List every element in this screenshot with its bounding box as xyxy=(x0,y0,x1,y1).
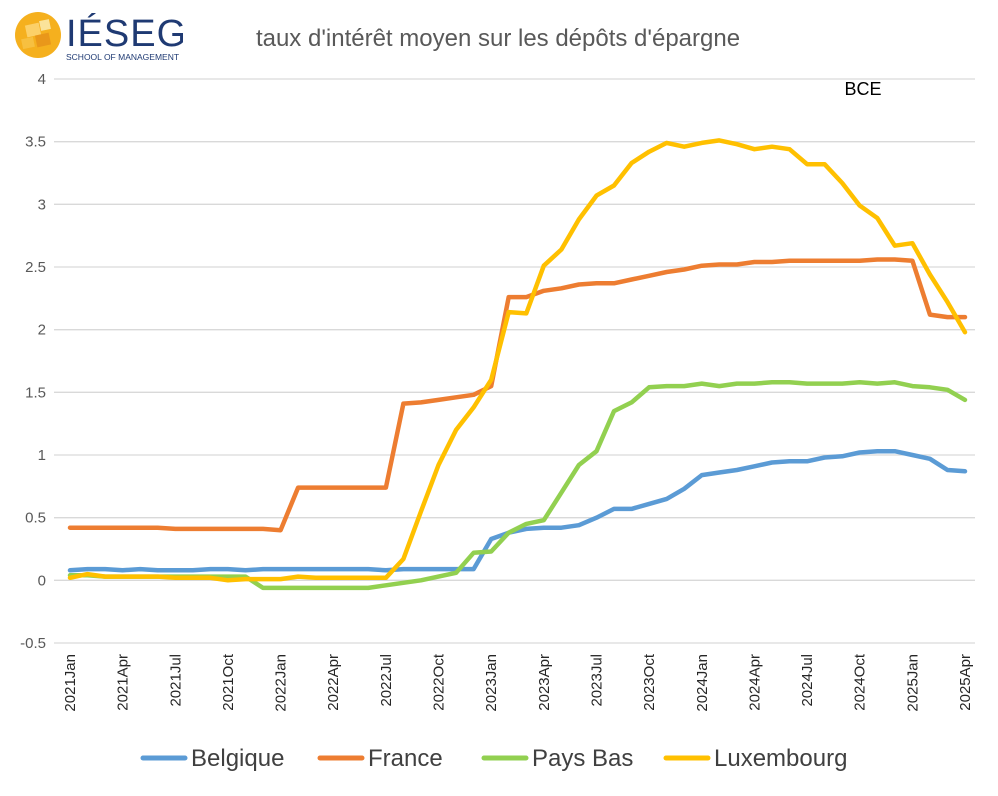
y-tick-label: -0.5 xyxy=(20,635,46,652)
y-tick-label: 3.5 xyxy=(25,134,46,151)
x-tick-label: 2022Apr xyxy=(325,654,342,711)
chart-title: taux d'intérêt moyen sur les dépôts d'ép… xyxy=(256,25,740,52)
x-tick-label: 2024Jul xyxy=(799,654,816,707)
x-tick-label: 2025Jan xyxy=(904,654,921,712)
legend-label-france: France xyxy=(368,745,443,772)
y-tick-label: 2 xyxy=(38,322,46,339)
series-line-france xyxy=(67,257,968,533)
x-tick-label: 2023Oct xyxy=(641,653,658,711)
x-tick-label: 2024Apr xyxy=(746,654,763,711)
logo-subtitle: SCHOOL OF MANAGEMENT xyxy=(66,52,179,62)
x-tick-label: 2024Jan xyxy=(694,654,711,712)
legend-label-belgique: Belgique xyxy=(191,745,284,772)
y-tick-label: 2.5 xyxy=(25,259,46,276)
y-tick-label: 1 xyxy=(38,447,46,464)
x-tick-label: 2023Jan xyxy=(483,654,500,712)
series-line-pays-bas xyxy=(67,380,968,591)
x-tick-label: 2022Jul xyxy=(378,654,395,707)
logo-sun-icon xyxy=(15,12,61,58)
x-tick-label: 2022Oct xyxy=(431,653,448,711)
y-tick-label: 0.5 xyxy=(25,510,46,527)
ieseg-logo: IÉSEG SCHOOL OF MANAGEMENT xyxy=(15,12,183,62)
legend: Belgique France Pays Bas Luxembourg xyxy=(140,745,847,772)
y-tick-label: 0 xyxy=(38,572,46,589)
x-tick-label: 2023Apr xyxy=(536,654,553,711)
y-tick-label: 1.5 xyxy=(25,384,46,401)
x-tick-label: 2021Apr xyxy=(115,654,132,711)
x-tick-label: 2021Oct xyxy=(220,653,237,711)
legend-label-luxembourg: Luxembourg xyxy=(714,745,847,772)
y-axis-ticks: 4 3.5 3 2.5 2 1.5 1 0.5 0 -0.5 xyxy=(20,71,46,652)
chart-annotation: BCE xyxy=(844,79,881,99)
gridlines xyxy=(54,78,975,644)
y-tick-label: 4 xyxy=(38,71,46,88)
y-tick-label: 3 xyxy=(38,196,46,213)
logo-brand: IÉSEG xyxy=(66,12,183,55)
x-tick-label: 2022Jan xyxy=(273,654,290,712)
series-lines xyxy=(67,138,968,591)
x-tick-label: 2021Jul xyxy=(167,654,184,707)
legend-label-pays-bas: Pays Bas xyxy=(532,745,633,772)
x-tick-label: 2024Oct xyxy=(852,653,869,711)
x-tick-label: 2025Apr xyxy=(957,654,974,711)
series-line-luxembourg xyxy=(67,138,968,583)
x-axis-ticks: 2021Jan 2021Apr 2021Jul 2021Oct 2022Jan 2022A… xyxy=(62,653,974,711)
x-tick-label: 2021Jan xyxy=(62,654,79,712)
x-tick-label: 2023Jul xyxy=(588,654,605,707)
series-line-belgique xyxy=(67,448,968,573)
